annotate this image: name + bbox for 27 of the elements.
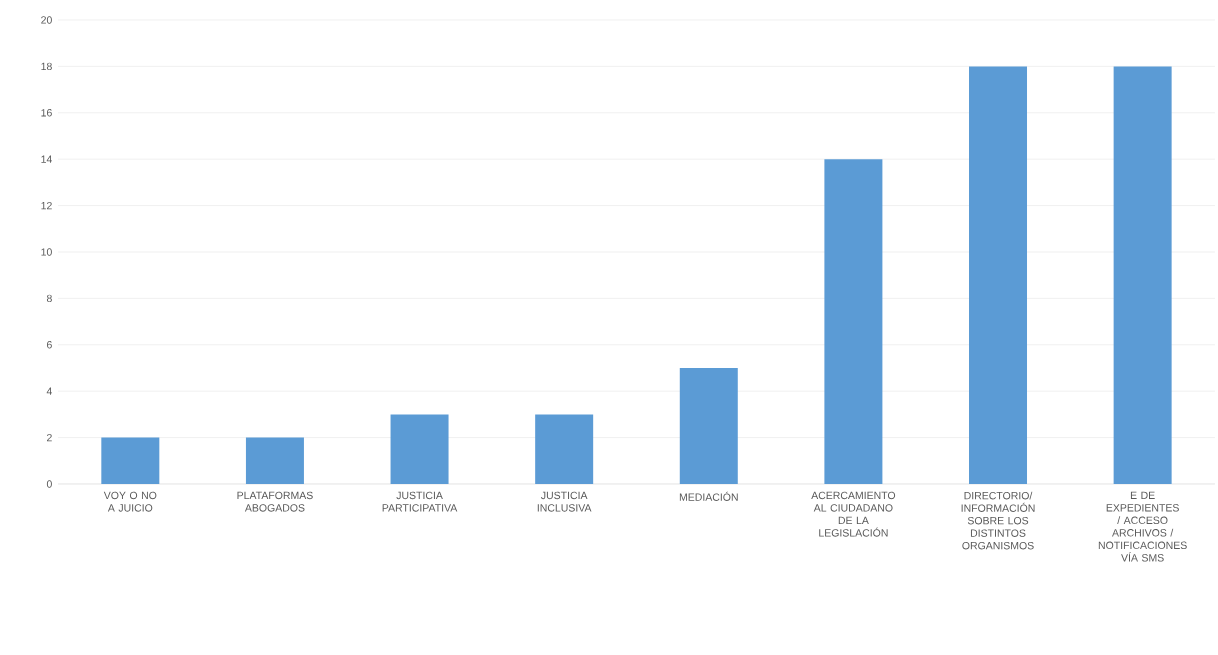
bar: [1113, 66, 1172, 484]
y-tick-label: 8: [46, 294, 52, 303]
bar: [390, 414, 449, 484]
y-tick-label: 0: [46, 480, 52, 488]
y-tick-label: 20: [41, 16, 52, 24]
y-tick-label: 16: [41, 109, 52, 117]
x-tick-label: ACERCAMIENTO AL CIUDADANO DE LA LEGISLACIÓN: [811, 491, 896, 537]
x-tick-label: MEDIACIÓN: [679, 491, 738, 501]
y-tick-label: 2: [47, 433, 52, 442]
y-tick-label: 14: [41, 155, 53, 163]
bar: [679, 367, 738, 484]
bar: [969, 66, 1028, 484]
x-tick-label: VOY O NO A JUICIO: [103, 491, 157, 512]
y-tick-label: 12: [41, 201, 52, 210]
x-tick-label: JUSTICIA PARTICIPATIVA: [382, 491, 458, 512]
x-tick-label: E DE EXPEDIENTES / ACCESO ARCHIVOS / NOTIFICACIONES VÍA SMS: [1098, 491, 1187, 562]
y-tick-label: 6: [47, 341, 52, 349]
y-tick-label: 10: [41, 248, 52, 256]
x-tick-label: JUSTICIA INCLUSIVA: [537, 491, 592, 512]
bar: [245, 437, 304, 484]
bar: [101, 437, 160, 484]
bar: [824, 159, 883, 484]
y-tick-label: 4: [46, 387, 53, 395]
y-tick-label: 18: [41, 62, 52, 71]
bar: [535, 414, 594, 484]
x-tick-label: DIRECTORIO/ INFORMACIÓN SOBRE LOS DISTINTOS ORGANISMOS: [961, 491, 1035, 550]
x-tick-label: PLATAFORMAS ABOGADOS: [237, 491, 313, 512]
